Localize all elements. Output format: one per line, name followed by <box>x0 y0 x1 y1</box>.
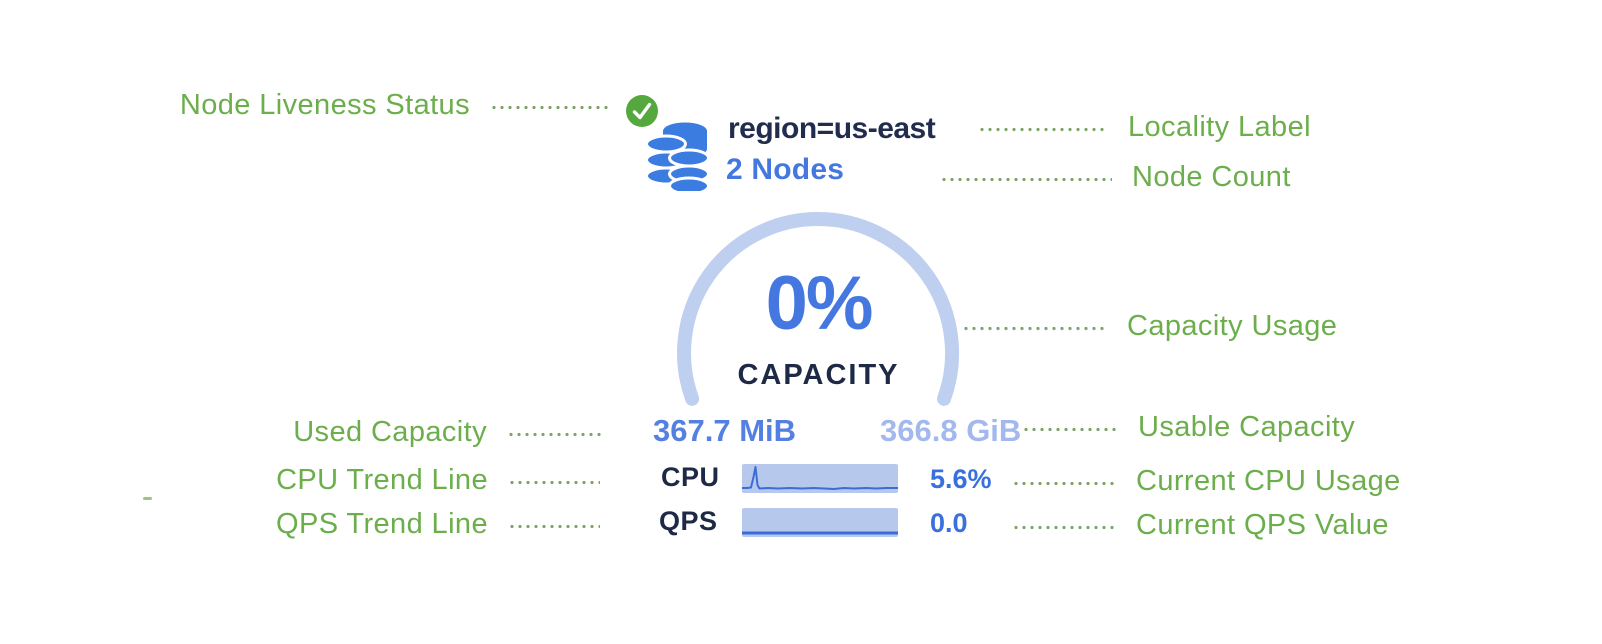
callout-used-capacity: Used Capacity <box>293 414 602 450</box>
leader-dots <box>1012 524 1116 530</box>
callout-current-cpu-usage: Current CPU Usage <box>1012 463 1401 499</box>
capacity-gauge <box>670 200 967 412</box>
cpu-metric-label: CPU <box>661 462 720 492</box>
used-capacity-value: 367.7 MiB <box>653 413 797 448</box>
callout-label: CPU Trend Line <box>276 463 488 496</box>
node-liveness-check-icon <box>625 94 659 128</box>
leader-dots <box>1012 480 1116 486</box>
leader-dots <box>507 431 602 437</box>
callout-label: Usable Capacity <box>1138 410 1356 443</box>
database-stack-icon <box>645 121 711 196</box>
callout-current-qps-value: Current QPS Value <box>1012 507 1389 543</box>
leader-dots <box>962 325 1107 331</box>
callout-label: QPS Trend Line <box>276 507 488 540</box>
callout-label: Node Count <box>1132 160 1291 193</box>
leader-dots <box>508 479 600 485</box>
callout-label: Current CPU Usage <box>1136 464 1401 497</box>
callout-capacity-usage: Capacity Usage <box>962 308 1337 344</box>
capacity-percent: 0% <box>765 261 874 346</box>
usable-capacity-value: 366.8 GiB <box>880 413 1022 448</box>
callout-cpu-trend-line: CPU Trend Line <box>276 462 600 498</box>
node-count: 2 Nodes <box>726 153 845 186</box>
leader-dots <box>508 523 600 529</box>
callout-node-liveness-status: Node Liveness Status <box>180 87 608 123</box>
callout-label: Locality Label <box>1128 110 1311 143</box>
callout-label: Used Capacity <box>293 415 487 448</box>
cpu-current-value: 5.6% <box>930 464 992 494</box>
qps-current-value: 0.0 <box>930 508 968 538</box>
leader-dots <box>978 126 1108 132</box>
locality-label: region=us-east <box>728 112 936 145</box>
leader-dots <box>490 104 608 110</box>
leader-dots <box>1022 426 1118 432</box>
callout-locality-label: Locality Label <box>978 109 1311 145</box>
callout-usable-capacity: Usable Capacity <box>1022 409 1355 445</box>
callout-label: Capacity Usage <box>1127 309 1338 342</box>
callout-label: Node Liveness Status <box>179 88 470 121</box>
leader-dots <box>940 176 1112 182</box>
cpu-trend-sparkline <box>742 464 898 493</box>
callout-label: Current QPS Value <box>1136 508 1389 541</box>
stray-artifact-dash <box>143 497 152 500</box>
capacity-gauge-arc <box>677 212 960 406</box>
qps-trend-sparkline <box>742 508 898 537</box>
callout-qps-trend-line: QPS Trend Line <box>276 506 600 542</box>
qps-metric-label: QPS <box>659 506 718 536</box>
capacity-caption: CAPACITY <box>737 359 900 391</box>
callout-node-count: Node Count <box>940 159 1291 195</box>
